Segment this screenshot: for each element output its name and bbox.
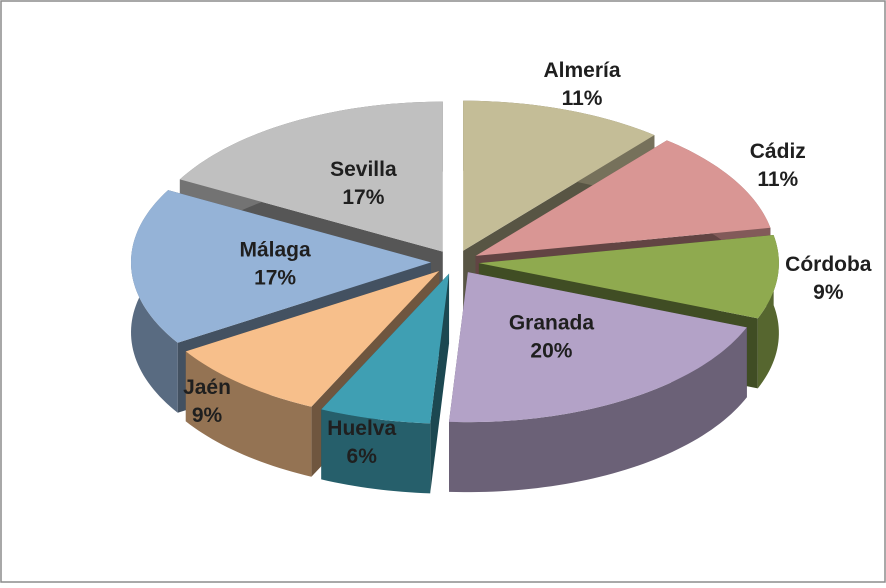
value-label: 9%: [813, 281, 844, 304]
slice-top: [321, 273, 450, 424]
slice-top: [131, 190, 432, 343]
slice-top: [478, 235, 779, 319]
slice: [321, 273, 450, 494]
category-label: Granada: [509, 312, 595, 335]
slice-wall: [185, 351, 312, 477]
slice-top: [179, 101, 443, 252]
slice-wall: [449, 327, 747, 493]
category-label: Cádiz: [750, 140, 806, 163]
slice-top: [185, 271, 440, 407]
slice-top: [475, 140, 771, 256]
category-label: Córdoba: [785, 253, 872, 276]
slice: [449, 272, 747, 493]
value-label: 17%: [254, 266, 296, 289]
value-label: 9%: [192, 404, 223, 427]
value-label: 11%: [562, 87, 603, 110]
value-label: 20%: [530, 340, 572, 363]
slice-top: [449, 272, 747, 423]
category-label: Sevilla: [330, 158, 397, 181]
slice-top: [463, 100, 655, 251]
category-label: Málaga: [239, 238, 311, 261]
slice-wall: [321, 409, 431, 494]
category-label: Huelva: [327, 417, 396, 440]
category-label: Almería: [544, 59, 621, 82]
category-label: Jaén: [183, 376, 231, 399]
value-label: 17%: [342, 186, 384, 209]
value-label: 6%: [347, 445, 378, 468]
value-label: 11%: [757, 168, 798, 191]
